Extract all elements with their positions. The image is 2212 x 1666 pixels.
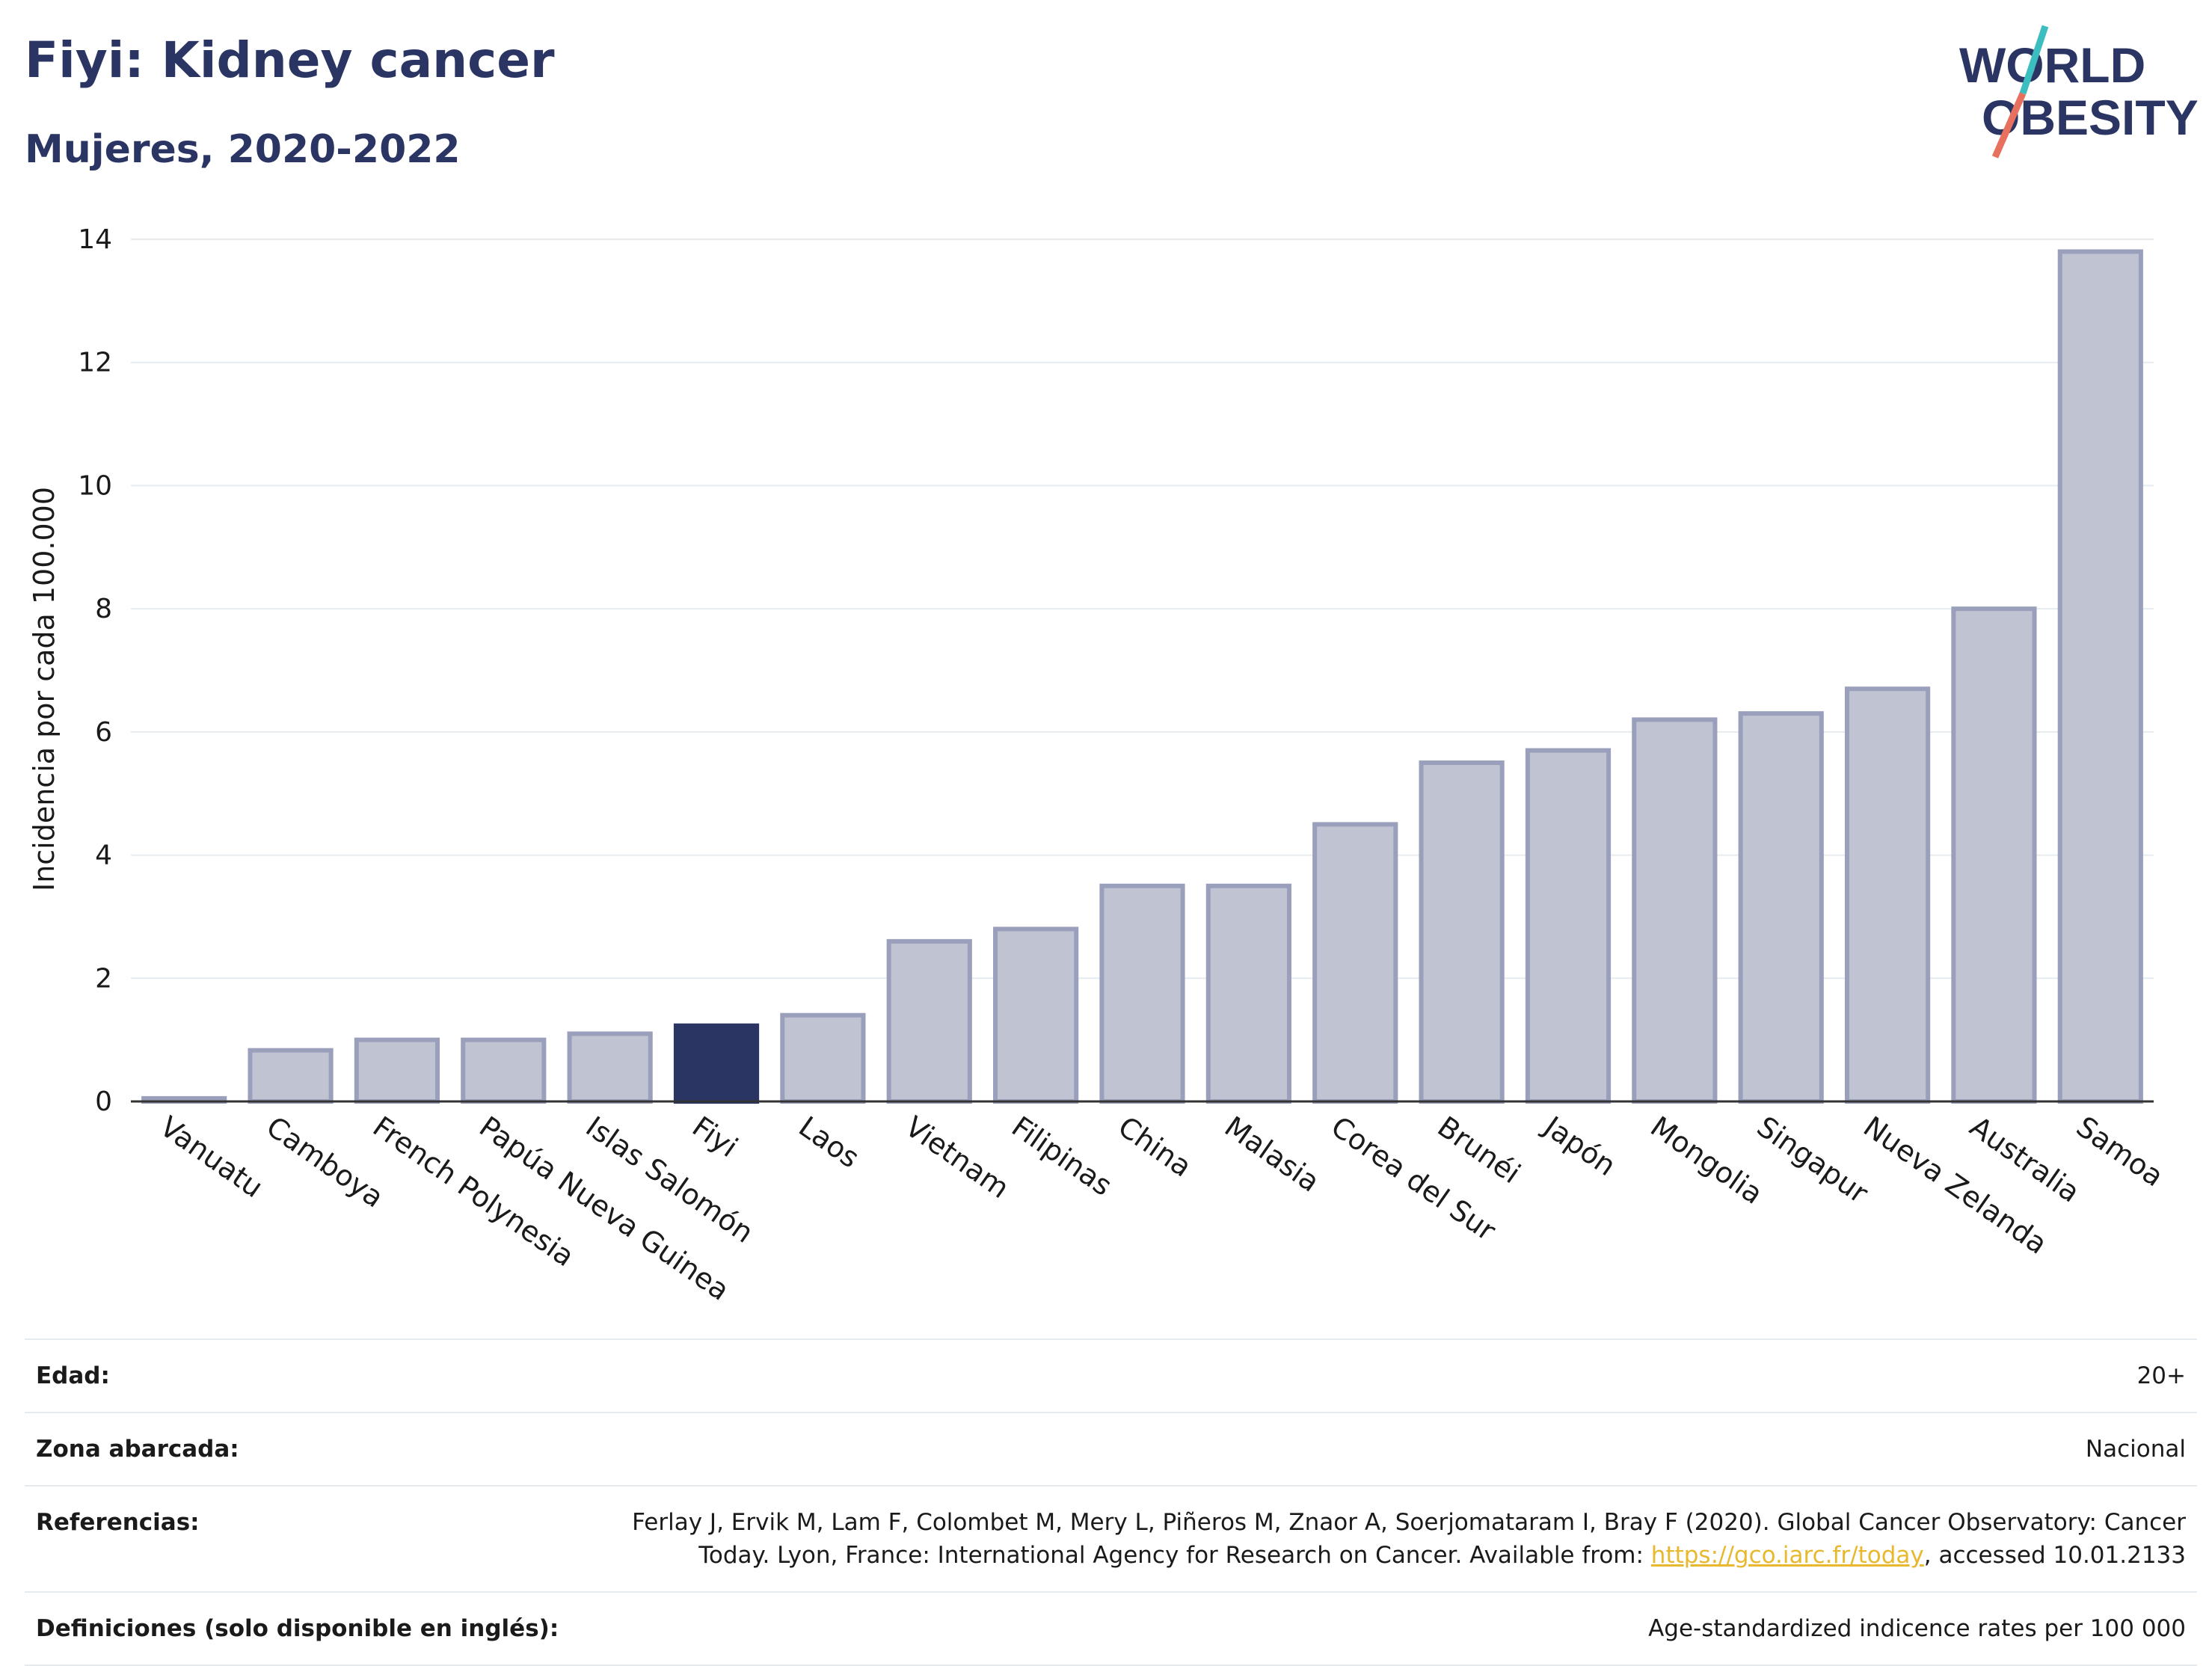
info-row-definitions: Definiciones (solo disponible en inglés)… [25,1591,2197,1666]
x-tick-label: Singapur [1751,1110,1875,1210]
x-tick-label: China [1112,1110,1197,1183]
info-table: Edad: 20+ Zona abarcada: Nacional Refere… [25,1338,2197,1666]
bar-chart: 0 2 4 6 8 10 12 14 Incidencia por cada 100.000 Va… [28,224,2170,1307]
x-tick-label: Filipinas [1006,1110,1118,1202]
info-label: Referencias: [25,1485,571,1593]
bar [1632,717,1718,1104]
y-tick-label: 14 [78,224,112,255]
reference-suffix: , accessed 10.01.2133 [1923,1542,2186,1569]
bar [1844,686,1931,1104]
bar [354,1037,440,1104]
x-tick-label: Camboya [260,1110,390,1214]
y-tick-label: 8 [95,594,112,624]
bar [1205,883,1291,1104]
reference-text: Ferlay J, Ervik M, Lam F, Colombet M, Me… [632,1509,2186,1569]
info-label: Zona abarcada: [25,1412,571,1487]
bar [1099,883,1185,1104]
reference-link[interactable]: https://gco.iarc.fr/today [1650,1542,1924,1569]
bar [780,1012,866,1104]
info-label: Edad: [25,1338,571,1413]
x-tick-label: Vanuatu [154,1110,269,1204]
bar [1419,760,1505,1104]
info-row-age: Edad: 20+ [25,1338,2197,1413]
x-tick-label: Japón [1537,1109,1622,1182]
bar [1738,711,1824,1104]
y-tick-label: 4 [95,840,112,871]
logo-slash-bottom [1991,92,2027,159]
bar [673,1023,760,1104]
x-tick-label: Vietnam [900,1110,1016,1205]
chart-subtitle: Mujeres, 2020-2022 [25,127,461,172]
info-row-references: Referencias: Ferlay J, Ervik M, Lam F, C… [25,1485,2197,1593]
x-tick-label: Laos [793,1110,865,1174]
y-tick-label: 6 [95,717,112,748]
bar [461,1037,547,1104]
x-tick-label: Nueva Zelanda [1858,1110,2053,1261]
logo-slash-top [2019,25,2049,95]
bar [1951,606,2037,1104]
bar [1312,822,1398,1104]
info-value: Age-standardized indicence rates per 100… [571,1591,2197,1666]
y-tick-label: 0 [95,1086,112,1117]
y-tick-label: 10 [78,470,112,501]
x-tick-label: Mongolia [1644,1110,1769,1211]
bar [567,1031,653,1104]
x-tick-label: Samoa [2071,1110,2170,1193]
world-obesity-logo: WORLD OBESITY [1959,25,2199,159]
bar [886,938,972,1104]
x-tick-label: Brunéi [1431,1110,1526,1190]
y-axis-title: Incidencia por cada 100.000 [28,487,61,891]
bar [1525,748,1612,1104]
info-value: Ferlay J, Ervik M, Lam F, Colombet M, Me… [571,1485,2197,1593]
bar [248,1048,334,1104]
x-tick-label: Malasia [1219,1110,1326,1198]
bar [2057,249,2143,1104]
logo-line1: WORLD [1959,37,2145,93]
bar [993,926,1079,1104]
chart-title: Fiyi: Kidney cancer [25,31,555,89]
x-tick-label: Fiyi [686,1110,744,1164]
y-tick-label: 2 [95,963,112,994]
info-value: 20+ [571,1338,2197,1413]
info-row-area: Zona abarcada: Nacional [25,1412,2197,1487]
info-label: Definiciones (solo disponible en inglés)… [25,1591,571,1666]
y-tick-label: 12 [78,348,112,378]
x-tick-label: French Polynesia [367,1110,580,1273]
info-value: Nacional [571,1412,2197,1487]
